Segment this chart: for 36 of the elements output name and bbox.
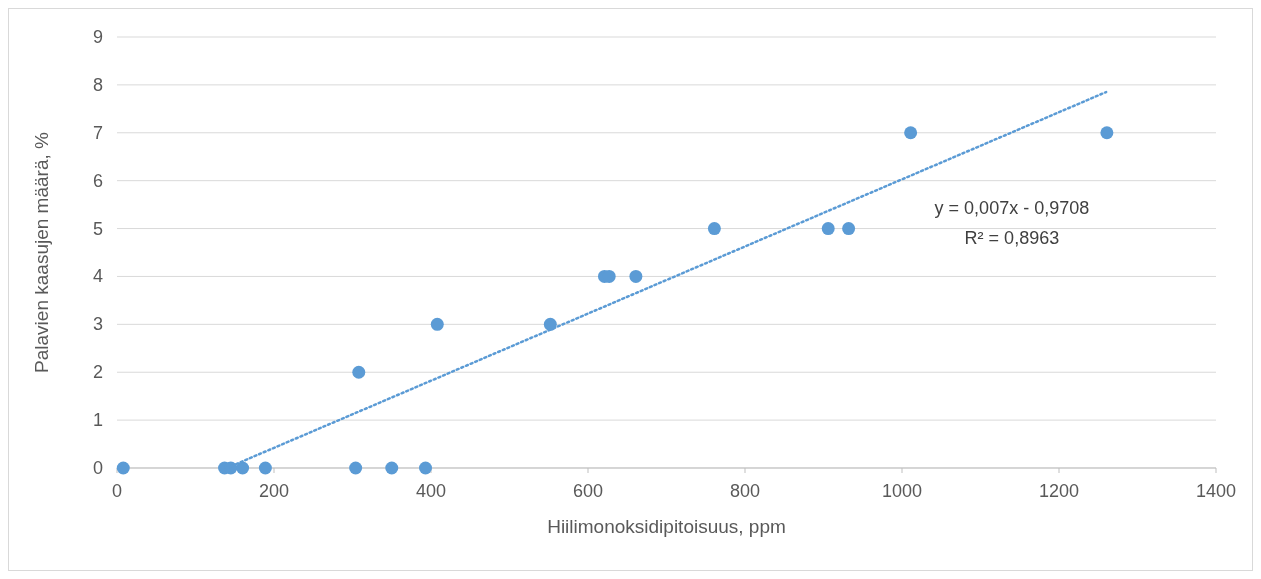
x-tick-label: 1000 xyxy=(881,481,923,501)
y-tick-label: 0 xyxy=(92,458,103,478)
point xyxy=(236,461,250,475)
y-tick-label: 6 xyxy=(92,170,103,191)
point xyxy=(842,222,856,236)
point xyxy=(352,365,366,379)
x-tick-label: 0 xyxy=(111,481,123,501)
x-tick-label: 200 xyxy=(258,481,290,501)
y-tick-label: 4 xyxy=(92,266,103,287)
x-axis-title: Hiilimonoksidipitoisuus, ppm xyxy=(547,516,786,537)
point xyxy=(116,461,130,475)
point xyxy=(419,461,433,475)
point xyxy=(904,126,918,140)
y-tick-label: 3 xyxy=(92,314,103,335)
point xyxy=(1100,126,1114,140)
y-tick-label: 9 xyxy=(92,27,103,47)
x-tick-label: 1400 xyxy=(1195,481,1237,501)
x-tick-label: 800 xyxy=(729,481,761,501)
x-tick-label: 400 xyxy=(415,481,447,501)
annotation: y = 0,007x - 0,9708 xyxy=(934,197,1090,218)
point xyxy=(385,461,399,475)
point xyxy=(629,269,643,283)
y-tick-label: 8 xyxy=(92,74,103,95)
point xyxy=(430,317,444,331)
y-tick-label: 2 xyxy=(92,362,103,383)
point xyxy=(349,461,363,475)
y-tick-label: 7 xyxy=(92,122,103,143)
point xyxy=(821,222,835,236)
y-tick-label: 1 xyxy=(92,410,103,431)
x-tick-label: 1200 xyxy=(1038,481,1080,501)
annotation: R² = 0,8963 xyxy=(964,227,1060,248)
point xyxy=(258,461,272,475)
y-axis-title: Palavien kaasujen määrä, % xyxy=(31,132,52,373)
x-tick-label: 600 xyxy=(572,481,604,501)
point xyxy=(707,222,721,236)
y-tick-label: 5 xyxy=(92,218,103,239)
